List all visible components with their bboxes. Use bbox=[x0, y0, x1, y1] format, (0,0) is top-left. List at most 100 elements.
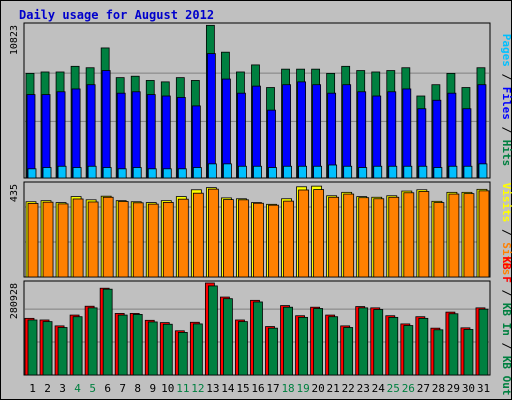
bar-pages-day-5 bbox=[87, 165, 97, 179]
bar-kb-out-day-26 bbox=[403, 325, 414, 376]
x-tick-label-day-29: 29 bbox=[447, 382, 460, 395]
x-tick-label-day-10: 10 bbox=[161, 382, 174, 395]
bar-pages-day-19 bbox=[298, 165, 307, 179]
bar-kb-out-day-9 bbox=[147, 321, 158, 376]
bar-kb-out-day-11 bbox=[177, 332, 188, 376]
bar-kb-out-day-14 bbox=[223, 298, 233, 376]
bar-files-day-29 bbox=[447, 92, 457, 179]
bar-sites-day-25 bbox=[388, 196, 400, 278]
bar-files-day-14 bbox=[222, 78, 231, 179]
bar-kb-out-day-28 bbox=[433, 329, 444, 376]
bar-kb-out-day-5 bbox=[87, 307, 98, 376]
bar-pages-day-8 bbox=[132, 167, 142, 179]
x-tick-label-day-24: 24 bbox=[372, 382, 386, 395]
bar-pages-day-20 bbox=[313, 165, 323, 179]
bar-sites-day-22 bbox=[343, 193, 355, 278]
x-tick-label-day-19: 19 bbox=[296, 382, 309, 395]
bar-pages-day-13 bbox=[207, 163, 217, 179]
bar-files-day-8 bbox=[131, 91, 141, 179]
bar-pages-day-11 bbox=[177, 168, 187, 179]
bar-pages-day-25 bbox=[388, 165, 398, 179]
x-tick-label-day-6: 6 bbox=[104, 382, 111, 395]
bar-sites-day-31 bbox=[478, 190, 490, 278]
bar-pages-day-31 bbox=[478, 163, 488, 179]
x-tick-label-day-12: 12 bbox=[191, 382, 204, 395]
bar-pages-day-22 bbox=[343, 165, 353, 179]
bar-pages-day-15 bbox=[238, 165, 247, 179]
bar-files-day-4 bbox=[71, 88, 81, 179]
bar-pages-day-17 bbox=[268, 167, 277, 179]
bar-pages-day-26 bbox=[403, 165, 413, 179]
bar-sites-day-4 bbox=[72, 198, 84, 278]
bar-sites-day-7 bbox=[117, 201, 129, 278]
bar-kb-out-day-15 bbox=[238, 321, 248, 376]
bar-kb-out-day-7 bbox=[117, 314, 128, 376]
x-tick-label-day-11: 11 bbox=[176, 382, 189, 395]
bar-kb-out-day-27 bbox=[418, 317, 429, 376]
legend-sites: Sites bbox=[500, 242, 512, 275]
chart-title: Daily usage for August 2012 bbox=[19, 8, 215, 22]
bar-pages-day-16 bbox=[253, 165, 262, 179]
x-tick-label-day-21: 21 bbox=[327, 382, 340, 395]
legend-kb-in: KB In bbox=[500, 303, 512, 336]
bar-kb-out-day-2 bbox=[42, 321, 53, 376]
legend-kb-out: KB Out bbox=[500, 356, 512, 396]
bar-kb-out-day-16 bbox=[253, 301, 263, 376]
bar-sites-day-13 bbox=[207, 188, 219, 278]
legend-visits: Visits bbox=[500, 183, 512, 223]
bar-files-day-3 bbox=[56, 91, 66, 179]
y-max-label: 10823 bbox=[9, 25, 20, 55]
legend-separator: / bbox=[500, 283, 512, 303]
x-tick-label-day-20: 20 bbox=[312, 382, 325, 395]
x-tick-label-day-13: 13 bbox=[206, 382, 219, 395]
bar-kb-out-day-31 bbox=[478, 308, 489, 376]
bar-pages-day-21 bbox=[328, 164, 338, 179]
x-tick-label-day-7: 7 bbox=[119, 382, 126, 395]
bar-pages-day-9 bbox=[147, 168, 157, 179]
bar-files-day-23 bbox=[357, 91, 367, 179]
x-tick-label-day-5: 5 bbox=[89, 382, 96, 395]
bar-sites-day-21 bbox=[328, 196, 340, 278]
bar-sites-day-3 bbox=[57, 203, 69, 278]
bar-kb-out-day-30 bbox=[463, 329, 474, 376]
bar-pages-day-30 bbox=[463, 165, 473, 179]
x-tick-label-day-16: 16 bbox=[251, 382, 264, 395]
bar-kb-out-day-1 bbox=[27, 319, 38, 376]
bar-kb-out-day-13 bbox=[207, 285, 218, 376]
bar-kb-out-day-19 bbox=[298, 316, 308, 376]
bar-pages-day-28 bbox=[433, 167, 443, 179]
bar-sites-day-8 bbox=[132, 202, 144, 278]
chart-panel-2: 435 Visits / Sites bbox=[9, 181, 512, 278]
legend-separator: / bbox=[500, 336, 512, 356]
x-tick-label-day-30: 30 bbox=[462, 382, 475, 395]
x-tick-label-day-18: 18 bbox=[281, 382, 294, 395]
bar-sites-day-29 bbox=[448, 193, 460, 278]
x-tick-label-day-15: 15 bbox=[236, 382, 249, 395]
legend-labels: KB F / KB In / KB Out bbox=[500, 256, 512, 395]
bar-files-day-13 bbox=[206, 53, 216, 179]
bar-kb-out-day-23 bbox=[358, 307, 369, 376]
bar-files-day-7 bbox=[116, 92, 126, 179]
bar-files-day-26 bbox=[402, 88, 412, 179]
bar-kb-out-day-4 bbox=[72, 316, 83, 376]
x-tick-label-day-2: 2 bbox=[44, 382, 51, 395]
bar-files-day-9 bbox=[146, 94, 156, 179]
x-tick-label-day-8: 8 bbox=[134, 382, 141, 395]
bar-sites-day-2 bbox=[42, 201, 54, 278]
bar-kb-out-day-25 bbox=[388, 316, 399, 376]
bar-sites-day-18 bbox=[283, 200, 294, 278]
bar-pages-day-12 bbox=[192, 167, 202, 179]
bar-pages-day-7 bbox=[117, 168, 127, 179]
bar-sites-day-28 bbox=[433, 202, 445, 278]
bar-pages-day-4 bbox=[72, 167, 82, 179]
legend-labels: Pages / Files / Hits bbox=[500, 34, 512, 167]
x-tick-label-day-3: 3 bbox=[59, 382, 66, 395]
x-tick-label-day-25: 25 bbox=[387, 382, 400, 395]
bar-sites-day-17 bbox=[268, 204, 279, 278]
legend-hits: Hits bbox=[500, 140, 512, 167]
bar-files-day-11 bbox=[176, 97, 186, 179]
bar-sites-day-23 bbox=[358, 197, 370, 278]
bar-files-day-19 bbox=[297, 81, 306, 179]
bar-sites-day-15 bbox=[238, 199, 249, 278]
legend-labels: Visits / Sites bbox=[500, 183, 512, 276]
